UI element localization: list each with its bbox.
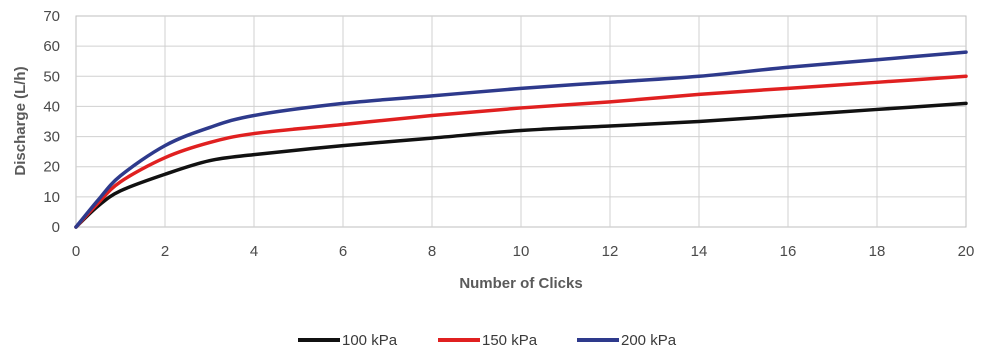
y-tick-label: 60	[43, 38, 60, 55]
x-tick-label: 4	[250, 243, 258, 260]
x-axis-title: Number of Clicks	[459, 275, 582, 292]
y-tick-label: 50	[43, 68, 60, 85]
x-tick-label: 18	[869, 243, 886, 260]
grid	[76, 16, 966, 227]
y-tick-label: 70	[43, 8, 60, 25]
series-line-3	[74, 50, 968, 229]
x-tick-label: 20	[958, 243, 975, 260]
series-line-2	[74, 74, 968, 229]
legend-label-1: 100 kPa	[342, 332, 398, 349]
y-tick-label: 40	[43, 98, 60, 115]
y-axis-ticks: 0 10 20 30 40 50 60 70	[43, 8, 60, 236]
series-lines	[74, 50, 968, 229]
y-tick-label: 20	[43, 159, 60, 176]
x-axis-ticks: 0 2 4 6 8 10 12 14 16 18 20	[72, 243, 975, 260]
legend: 100 kPa 150 kPa 200 kPa	[298, 332, 677, 349]
y-tick-label: 10	[43, 189, 60, 206]
x-tick-label: 6	[339, 243, 347, 260]
legend-label-2: 150 kPa	[482, 332, 538, 349]
x-tick-label: 2	[161, 243, 169, 260]
y-tick-label: 30	[43, 129, 60, 146]
x-tick-label: 16	[780, 243, 797, 260]
x-tick-label: 12	[602, 243, 619, 260]
x-tick-label: 14	[691, 243, 708, 260]
y-tick-label: 0	[52, 219, 60, 236]
x-tick-label: 0	[72, 243, 80, 260]
series-line-1	[74, 101, 968, 229]
x-tick-label: 10	[513, 243, 530, 260]
y-axis-title: Discharge (L/h)	[12, 66, 29, 175]
legend-label-3: 200 kPa	[621, 332, 677, 349]
x-tick-label: 8	[428, 243, 436, 260]
